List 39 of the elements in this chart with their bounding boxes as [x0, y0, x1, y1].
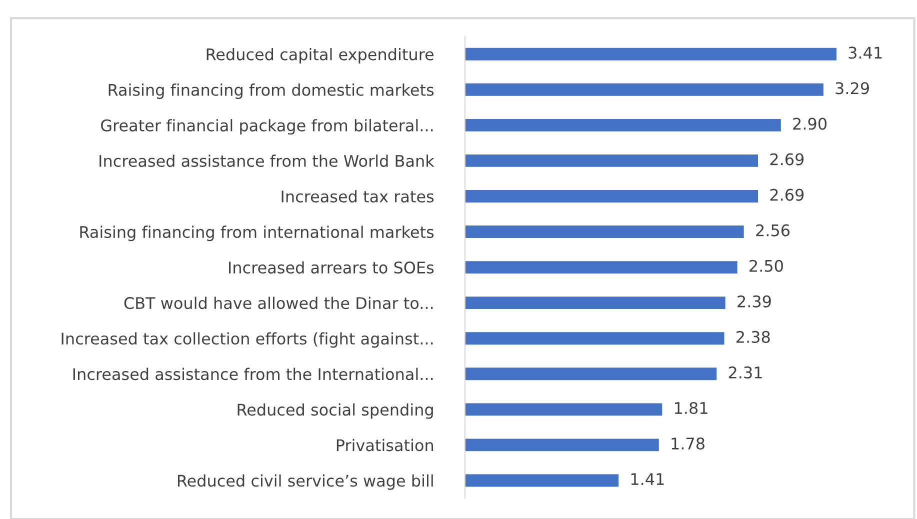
y-tick-label: Increased arrears to SOEs	[229, 261, 434, 274]
bar	[464, 226, 744, 238]
bar	[464, 48, 836, 60]
data-label: 2.69	[770, 153, 804, 166]
data-label: 1.41	[631, 473, 664, 485]
bar	[464, 296, 726, 310]
data-label: 2.90	[793, 118, 827, 130]
y-tick-label: Reduced civil service’s wage bill	[178, 474, 433, 490]
y-tick-label: Reduced social spending	[238, 403, 433, 419]
y-tick-label: Greater financial package from bilateral...	[101, 119, 433, 135]
y-tick-label: Increased assistance from the World Bank	[100, 154, 434, 167]
data-label: 2.50	[750, 260, 783, 272]
bar	[464, 118, 781, 132]
bar	[464, 332, 724, 345]
bar	[464, 190, 758, 202]
bar	[464, 438, 659, 452]
data-label: 1.78	[672, 437, 704, 450]
y-tick-label: CBT would have allowed the Dinar to...	[124, 296, 433, 310]
y-tick-label: Raising financing from domestic markets	[108, 84, 434, 100]
bar	[464, 261, 738, 274]
bar	[464, 154, 758, 167]
y-tick-label: Increased tax collection efforts (fight against...	[62, 332, 433, 348]
bar	[464, 83, 824, 96]
data-label: 3.41	[848, 46, 882, 59]
data-label: 3.29	[836, 82, 869, 94]
bar	[464, 368, 717, 380]
y-tick-label: Privatisation	[336, 438, 434, 452]
bar	[464, 474, 619, 487]
data-label: 2.39	[738, 295, 771, 308]
y-tick-label: Increased assistance from the International...	[73, 368, 433, 380]
bar	[464, 403, 662, 416]
y-tick-label: Reduced capital expenditure	[206, 48, 434, 64]
data-label: 2.31	[728, 366, 762, 379]
data-label: 2.69	[770, 188, 804, 201]
data-label: 1.81	[674, 402, 708, 414]
y-tick-label: Increased tax rates	[282, 190, 434, 203]
data-label: 2.56	[756, 224, 790, 236]
data-label: 2.38	[736, 330, 770, 343]
y-tick-label: Raising financing from international markets	[80, 226, 434, 242]
